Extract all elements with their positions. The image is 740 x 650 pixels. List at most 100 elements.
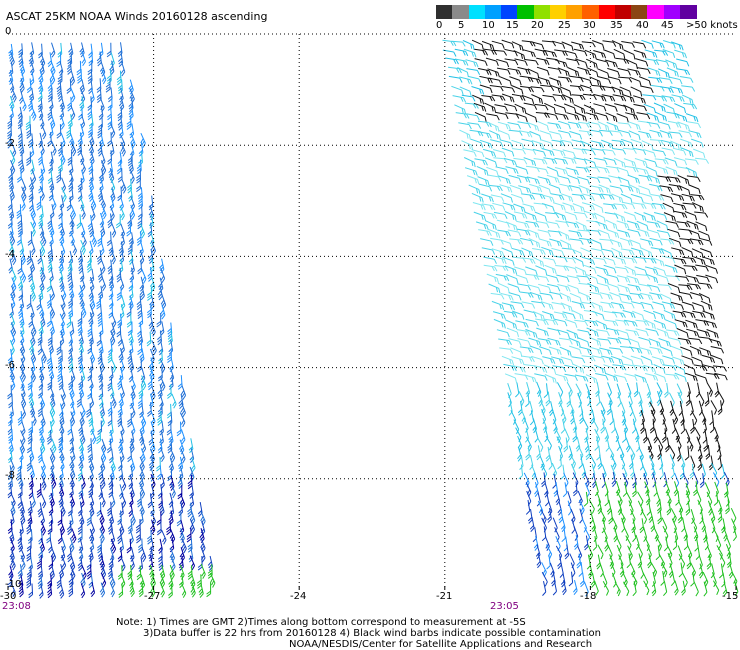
wind-barb: [88, 312, 94, 328]
wind-barb: [156, 520, 162, 536]
wind-barb: [206, 582, 212, 598]
wind-barb: [561, 93, 574, 104]
wind-barb: [490, 237, 504, 245]
wind-barb: [97, 312, 103, 327]
wind-barb: [68, 357, 74, 373]
wind-barb: [541, 40, 557, 47]
wind-barb: [160, 268, 166, 283]
wind-barb: [514, 58, 528, 66]
wind-barb: [517, 66, 531, 75]
wind-barb: [676, 221, 691, 228]
wind-barb: [17, 222, 23, 238]
wind-barb: [30, 367, 36, 383]
wind-barb: [648, 76, 663, 83]
wind-barb: [627, 228, 641, 237]
wind-barb: [101, 69, 107, 85]
wind-barb: [666, 67, 679, 77]
wind-barb: [557, 67, 570, 77]
wind-barb: [100, 160, 107, 176]
wind-barb: [463, 157, 476, 168]
wind-barb: [118, 520, 125, 536]
wind-barb: [586, 327, 599, 337]
wind-barb: [499, 76, 512, 86]
wind-barb: [507, 383, 512, 399]
wind-barb: [545, 391, 551, 407]
wind-barb: [49, 222, 55, 238]
wind-barb: [628, 121, 641, 131]
wind-barb: [626, 59, 638, 70]
wind-barb: [136, 565, 142, 581]
wind-barb: [732, 526, 737, 542]
wind-barb: [107, 401, 113, 417]
wind-barb: [511, 356, 525, 365]
wind-barb: [717, 445, 722, 461]
wind-barb: [708, 338, 722, 347]
wind-barb: [685, 372, 698, 382]
wind-barb: [111, 393, 117, 409]
wind-barb: [491, 40, 505, 49]
wind-barb: [686, 544, 693, 560]
wind-barb: [61, 177, 67, 193]
wind-barb: [68, 572, 74, 588]
wind-barb: [661, 562, 668, 578]
wind-barb: [635, 58, 649, 67]
wind-barb: [77, 321, 83, 337]
wind-barb: [622, 147, 637, 154]
wind-barb: [673, 364, 686, 375]
wind-barb: [636, 112, 651, 120]
wind-barb: [596, 58, 610, 67]
wind-barb: [691, 517, 698, 533]
wind-barb: [583, 427, 589, 443]
wind-barb: [156, 456, 161, 472]
colorbar-swatch: [631, 5, 648, 19]
wind-barb: [584, 319, 599, 327]
wind-barb: [541, 194, 555, 203]
wind-barb: [38, 214, 44, 230]
wind-barb: [632, 527, 637, 543]
wind-barb: [66, 79, 72, 94]
wind-barb: [663, 212, 676, 222]
wind-barb: [589, 509, 594, 525]
wind-barb: [667, 283, 681, 293]
wind-barb: [643, 149, 656, 158]
wind-barb: [661, 517, 668, 533]
wind-barb: [549, 238, 563, 247]
wind-barb: [28, 312, 34, 328]
wind-barb: [617, 67, 631, 76]
wind-barb: [662, 355, 675, 364]
wind-barb: [587, 229, 602, 236]
wind-barb: [532, 148, 547, 157]
wind-barb: [661, 301, 676, 310]
wind-barb: [671, 418, 676, 434]
swath-left: [6, 42, 216, 599]
wind-barb: [698, 391, 705, 407]
wind-barb: [581, 355, 596, 362]
wind-barb: [696, 436, 702, 452]
wind-barb: [40, 412, 46, 428]
wind-barb: [528, 76, 542, 85]
wind-barb: [659, 130, 673, 139]
wind-barb: [471, 86, 485, 95]
wind-barb: [484, 157, 498, 167]
wind-barb: [585, 383, 591, 399]
wind-barb: [564, 211, 578, 221]
wind-barb: [58, 564, 65, 580]
wind-barb: [90, 581, 96, 597]
wind-barb: [688, 337, 703, 345]
wind-barb: [86, 511, 92, 526]
wind-barb: [572, 579, 578, 595]
wind-barb: [622, 464, 628, 480]
wind-barb: [117, 313, 123, 329]
wind-barb: [100, 438, 107, 454]
wind-barb: [542, 257, 557, 265]
wind-barb: [681, 580, 686, 596]
wind-barb: [510, 301, 525, 309]
wind-barb: [542, 311, 555, 320]
wind-barb: [547, 500, 553, 516]
wind-barb: [525, 482, 532, 497]
wind-barb: [118, 393, 124, 409]
wind-barb: [665, 329, 680, 337]
wind-barb: [517, 400, 523, 416]
wind-barb: [566, 329, 579, 340]
colorbar-label: 25: [558, 20, 571, 31]
